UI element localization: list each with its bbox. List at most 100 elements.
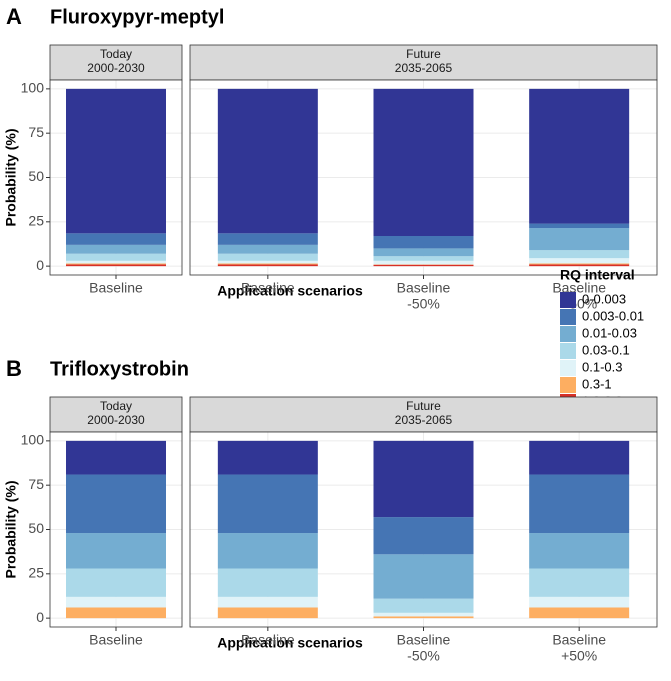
facet-label: Future: [406, 47, 441, 61]
bar-segment: 0.003-0.01: [217, 474, 318, 534]
bar-segment: 0-0.003: [217, 88, 318, 234]
bar-segment: 0.1-0.3: [529, 596, 630, 608]
legend-swatch: [560, 377, 576, 393]
facet-strip: [189, 396, 658, 433]
bar-segment: 0-0.003: [529, 440, 630, 475]
bar-segment: 0.3-1: [66, 263, 166, 265]
bar-segment: 0.03-0.1: [66, 253, 166, 261]
facet-strip: [189, 44, 658, 81]
bar-segment: 0.003-0.01: [373, 517, 474, 555]
bar-segment: 0.01-0.03: [217, 533, 318, 569]
x-tick-label: Baseline: [397, 280, 451, 296]
bar-segment: 0.03-0.1: [66, 568, 166, 597]
legend-label: 0-0.003: [582, 291, 626, 306]
facet-label: Future: [406, 399, 441, 413]
bar-segment: 0-0.003: [66, 440, 166, 475]
bar-segment: 0.1-0.3: [66, 596, 166, 608]
chart-title: Fluroxypyr-meptyl: [50, 6, 224, 28]
bar-segment: 0.003-0.01: [373, 236, 474, 249]
panel-border: [49, 431, 183, 628]
facet-strip: [49, 396, 183, 433]
y-tick-label: 75: [28, 476, 44, 492]
y-tick-label: 100: [21, 432, 45, 448]
bar-segment: 0.003-0.01: [529, 223, 630, 229]
bar-segment: 0.1-0.3: [529, 258, 630, 264]
bar-segment: 0.01-0.03: [217, 244, 318, 254]
x-tick-label: Baseline: [552, 632, 606, 648]
bar-segment: 0.1-0.3: [66, 260, 166, 264]
bar-segment: 0-0.003: [217, 440, 318, 475]
bar-segment: 0-0.003: [373, 88, 474, 236]
facet-label: 2000-2030: [87, 61, 145, 75]
bar-segment: 0.3-1: [529, 607, 630, 619]
y-axis-title: Probability (%): [3, 128, 19, 226]
legend-label: 0.01-0.03: [582, 325, 637, 340]
facet-label: 2035-2065: [395, 413, 453, 427]
legend-label: 0.3-1: [582, 376, 612, 391]
y-tick-label: 25: [28, 213, 44, 229]
bar-segment: 1.0-3.0: [529, 264, 630, 267]
bar-segment: 0.03-0.1: [217, 568, 318, 597]
legend-label: 0.1-0.3: [582, 359, 622, 374]
bar-segment: 0.3-1: [529, 263, 630, 265]
bar-segment: 0.1-0.3: [373, 260, 474, 265]
legend-swatch: [560, 292, 576, 308]
bar-segment: 0.003-0.01: [217, 233, 318, 245]
bar-segment: 0.01-0.03: [529, 228, 630, 251]
bar-segment: 0.01-0.03: [373, 554, 474, 599]
bar-segment: 0.3-1: [66, 607, 166, 619]
bar-segment: 0-0.003: [373, 440, 474, 518]
chart-title: Trifloxystrobin: [50, 358, 189, 380]
x-tick-label: Baseline: [89, 632, 143, 648]
legend-swatch: [560, 326, 576, 342]
facet-label: 2000-2030: [87, 413, 145, 427]
panel-border: [189, 431, 658, 628]
bar-segment: 0.3-1: [373, 616, 474, 619]
legend-label: 0.03-0.1: [582, 342, 630, 357]
bar-segment: 0-0.003: [66, 88, 166, 234]
x-tick-label: Baseline: [397, 632, 451, 648]
bar-segment: 0.003-0.01: [66, 233, 166, 245]
facet-label: 2035-2065: [395, 61, 453, 75]
bar-segment: 0.3-1: [217, 263, 318, 265]
x-tick-label: Baseline: [89, 280, 143, 296]
x-axis-title: Application scenarios: [217, 283, 363, 299]
panel-label: B: [6, 356, 22, 381]
bar-segment: 0.003-0.01: [529, 474, 630, 534]
x-tick-label: Baseline: [241, 280, 295, 296]
bar-segment: 0.3-1: [217, 607, 318, 619]
panel-border: [49, 79, 183, 276]
bar-segment: 1.0-3.0: [217, 264, 318, 267]
y-tick-label: 75: [28, 124, 44, 140]
bar-segment: 1.0-3.0: [373, 264, 474, 267]
bar-segment: 0.03-0.1: [529, 568, 630, 597]
x-tick-label: -50%: [407, 648, 440, 664]
bar-segment: 0.1-0.3: [217, 596, 318, 608]
panel-border: [189, 79, 658, 276]
panel-label: A: [6, 4, 22, 29]
bar-segment: 0.01-0.03: [66, 244, 166, 254]
bar-segment: 0.1-0.3: [373, 612, 474, 617]
y-tick-label: 0: [36, 609, 44, 625]
y-tick-label: 50: [28, 168, 44, 184]
x-tick-label: Baseline: [241, 632, 295, 648]
legend-swatch: [560, 360, 576, 376]
x-tick-label: Baseline: [552, 280, 606, 296]
bar-segment: 1.0-3.0: [66, 264, 166, 267]
legend-swatch: [560, 309, 576, 325]
legend-label: 0.003-0.01: [582, 308, 644, 323]
facet-strip: [49, 44, 183, 81]
facet-label: Today: [100, 399, 132, 413]
y-tick-label: 0: [36, 257, 44, 273]
bar-segment: 0.003-0.01: [66, 474, 166, 534]
y-tick-label: 50: [28, 520, 44, 536]
legend-swatch: [560, 343, 576, 359]
bar-segment: 0.01-0.03: [66, 533, 166, 569]
x-axis-title: Application scenarios: [217, 635, 363, 651]
bar-segment: 0.03-0.1: [373, 256, 474, 261]
bar-segment: 0.03-0.1: [373, 598, 474, 613]
bar-segment: 0.03-0.1: [529, 250, 630, 259]
bar-segment: 0.03-0.1: [217, 253, 318, 261]
y-axis-title: Probability (%): [3, 480, 19, 578]
